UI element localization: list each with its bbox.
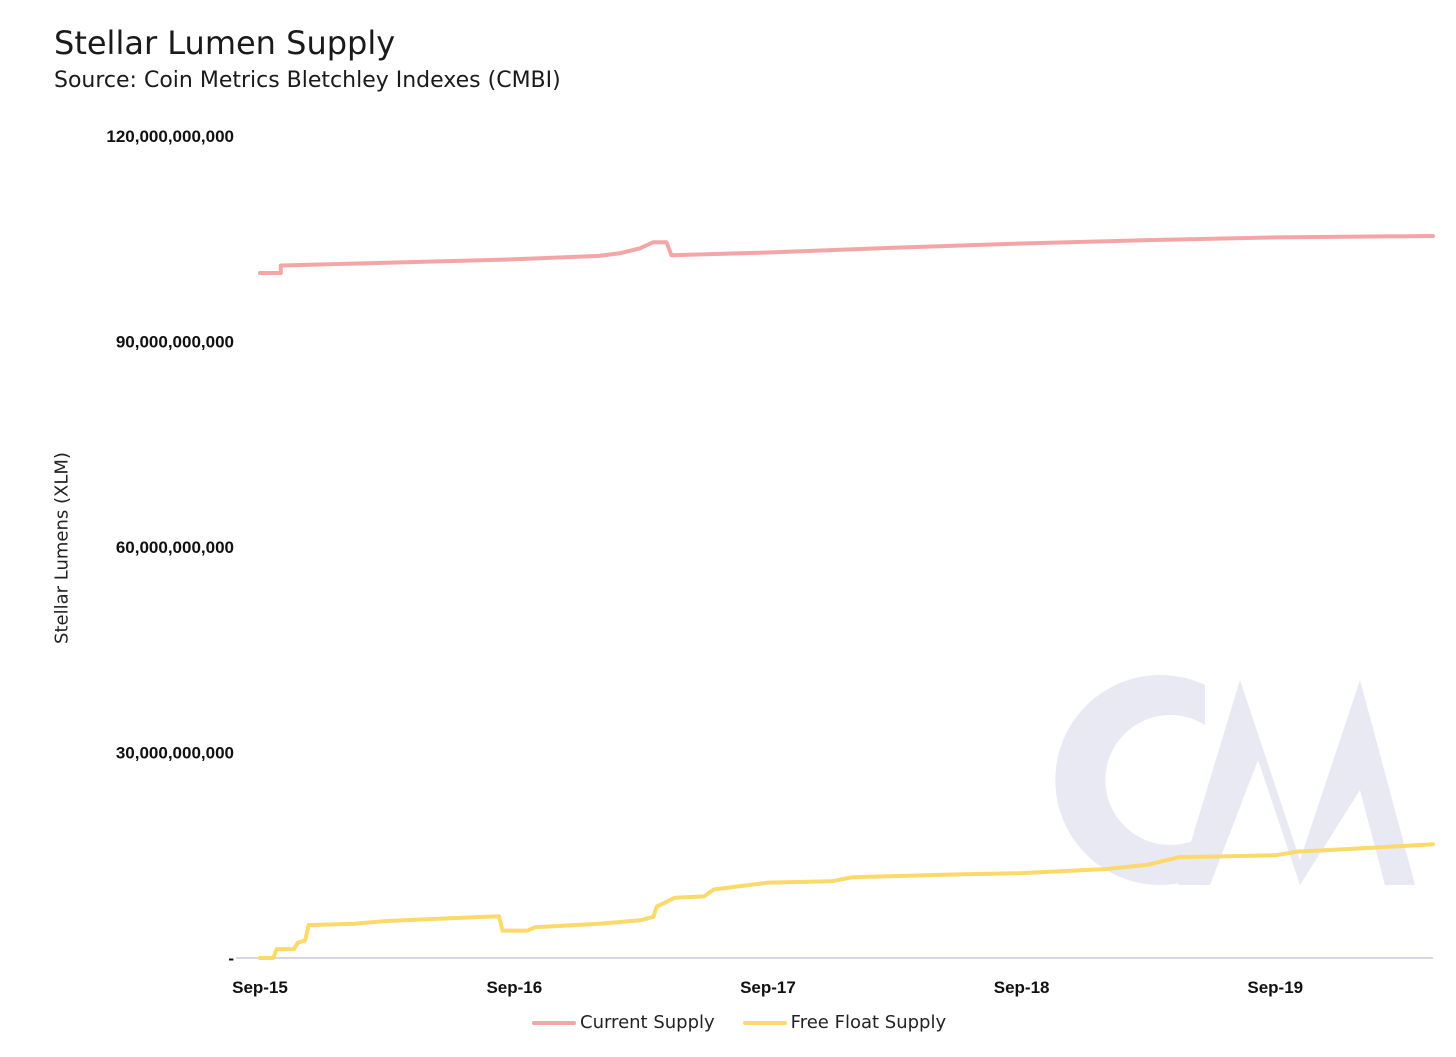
chart-subtitle: Source: Coin Metrics Bletchley Indexes (…	[54, 68, 561, 93]
x-tick-label: Sep-15	[232, 978, 288, 997]
x-tick-label: Sep-19	[1247, 978, 1303, 997]
series-lines	[258, 234, 1435, 960]
legend-item-free-float-supply[interactable]: Free Float Supply	[742, 1012, 947, 1033]
legend-swatch-free-float-supply	[742, 1020, 787, 1025]
legend-swatch-current-supply	[532, 1020, 576, 1025]
x-tick-label: Sep-17	[740, 978, 796, 997]
y-tick-label: -	[228, 949, 234, 968]
y-tick-label: 120,000,000,000	[106, 127, 234, 146]
series-line-free-float-supply	[258, 842, 1435, 960]
watermark-logo	[1055, 675, 1415, 885]
watermark-m-shape	[1178, 680, 1415, 885]
y-tick-label: 30,000,000,000	[116, 744, 234, 763]
chart-title: Stellar Lumen Supply	[54, 24, 396, 62]
legend-label-free-float-supply: Free Float Supply	[790, 1012, 947, 1033]
legend-item-current-supply[interactable]: Current Supply	[532, 1012, 715, 1033]
y-tick-label: 90,000,000,000	[116, 333, 234, 352]
x-tick-label: Sep-18	[994, 978, 1050, 997]
tick-labels: - 30,000,000,000 60,000,000,000 90,000,000,…	[106, 127, 1303, 997]
y-tick-label: 60,000,000,000	[116, 538, 234, 557]
x-tick-label: Sep-16	[486, 978, 542, 997]
watermark-c-shape	[1055, 675, 1205, 885]
series-line-current-supply	[258, 234, 1435, 275]
legend-label-current-supply: Current Supply	[580, 1012, 715, 1033]
legend: Current Supply Free Float Supply	[532, 1012, 946, 1033]
